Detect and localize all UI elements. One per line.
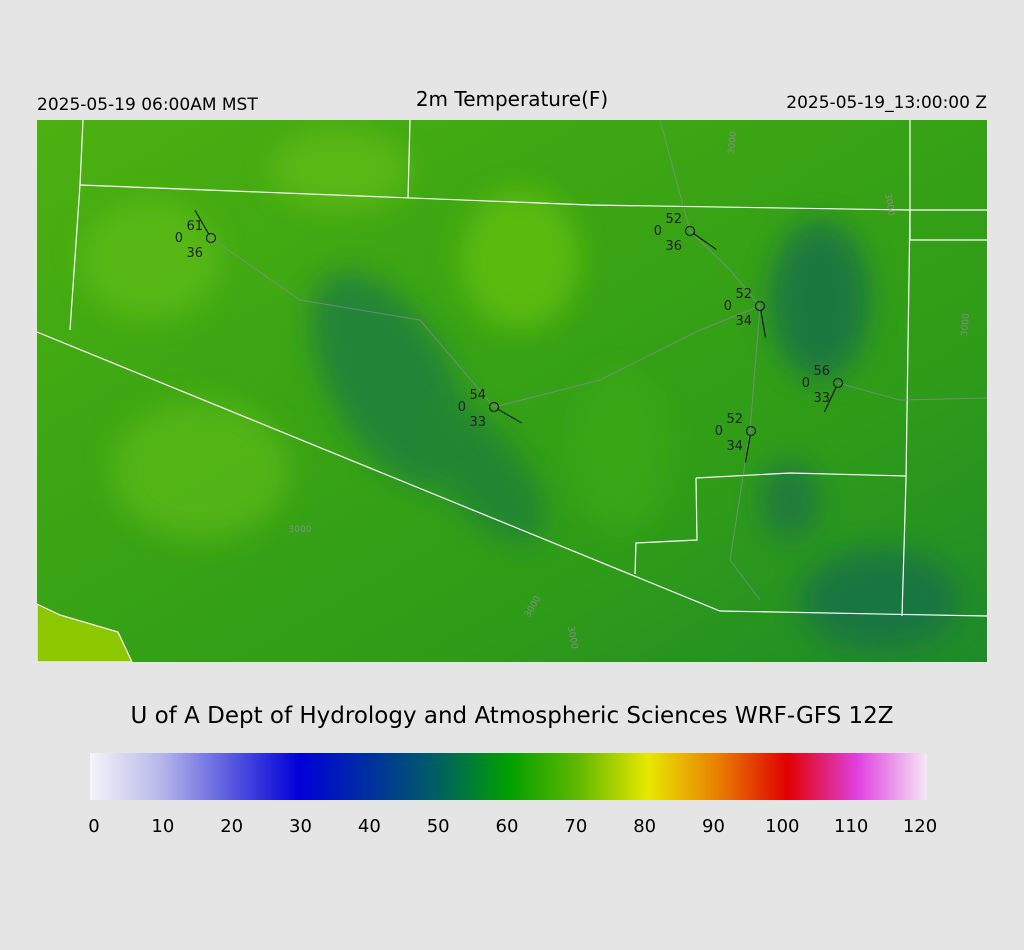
colorbar-tick-label: 10 (151, 816, 174, 837)
station-circle (489, 402, 499, 412)
wind-barb (744, 434, 751, 463)
station-wind: 0 (715, 424, 723, 439)
station-temp: 52 (665, 212, 682, 227)
station-circle (755, 301, 765, 311)
contour-label: 3000 (727, 131, 739, 155)
station-dew: 34 (735, 314, 752, 329)
credit: U of A Dept of Hydrology and Atmospheric… (130, 703, 893, 729)
map (37, 120, 987, 662)
contour-label: 3000 (882, 193, 896, 218)
map-title: 2m Temperature(F) (416, 87, 608, 111)
valid-time-local: 2025-05-19 06:00AM MST (37, 95, 258, 115)
colorbar (90, 753, 927, 800)
station-wind: 0 (175, 231, 183, 246)
station-temp: 52 (735, 287, 752, 302)
station-temp: 52 (726, 412, 743, 427)
colorbar-tick-label: 50 (427, 816, 450, 837)
colorbar-tick-label: 30 (289, 816, 312, 837)
colorbar-tick-label: 20 (220, 816, 243, 837)
station-dew: 33 (813, 391, 830, 406)
station-circle (833, 378, 843, 388)
colorbar-tick-label: 40 (358, 816, 381, 837)
colorbar-tick-label: 90 (702, 816, 725, 837)
station-dew: 36 (186, 246, 203, 261)
valid-time-utc: 2025-05-19_13:00:00 Z (786, 93, 987, 113)
station-temp: 61 (186, 219, 203, 234)
colorbar-tick-label: 100 (765, 816, 799, 837)
contour-label: 3000 (960, 313, 972, 337)
colorbar-tick-label: 60 (496, 816, 519, 837)
wind-barb (824, 386, 837, 413)
contour-label: 3000 (565, 626, 579, 651)
colorbar-tick-label: 80 (633, 816, 656, 837)
wind-barb (194, 210, 210, 235)
station-circle (746, 426, 756, 436)
colorbar-tick-label: 0 (88, 816, 99, 837)
station-wind: 0 (802, 376, 810, 391)
wind-barb (760, 309, 767, 338)
colorbar-tick-label: 70 (564, 816, 587, 837)
station-dew: 34 (726, 439, 743, 454)
station-dew: 36 (665, 239, 682, 254)
contour-label: 3000 (289, 525, 312, 535)
wind-barb (692, 232, 717, 250)
station-circle (206, 233, 216, 243)
station-wind: 0 (458, 400, 466, 415)
colorbar-tick-label: 120 (903, 816, 937, 837)
station-circle (685, 226, 695, 236)
station-dew: 33 (469, 415, 486, 430)
station-temp: 54 (469, 388, 486, 403)
wind-barb (497, 408, 522, 424)
station-wind: 0 (724, 299, 732, 314)
station-wind: 0 (654, 224, 662, 239)
station-temp: 56 (813, 364, 830, 379)
colorbar-tick-label: 110 (834, 816, 868, 837)
